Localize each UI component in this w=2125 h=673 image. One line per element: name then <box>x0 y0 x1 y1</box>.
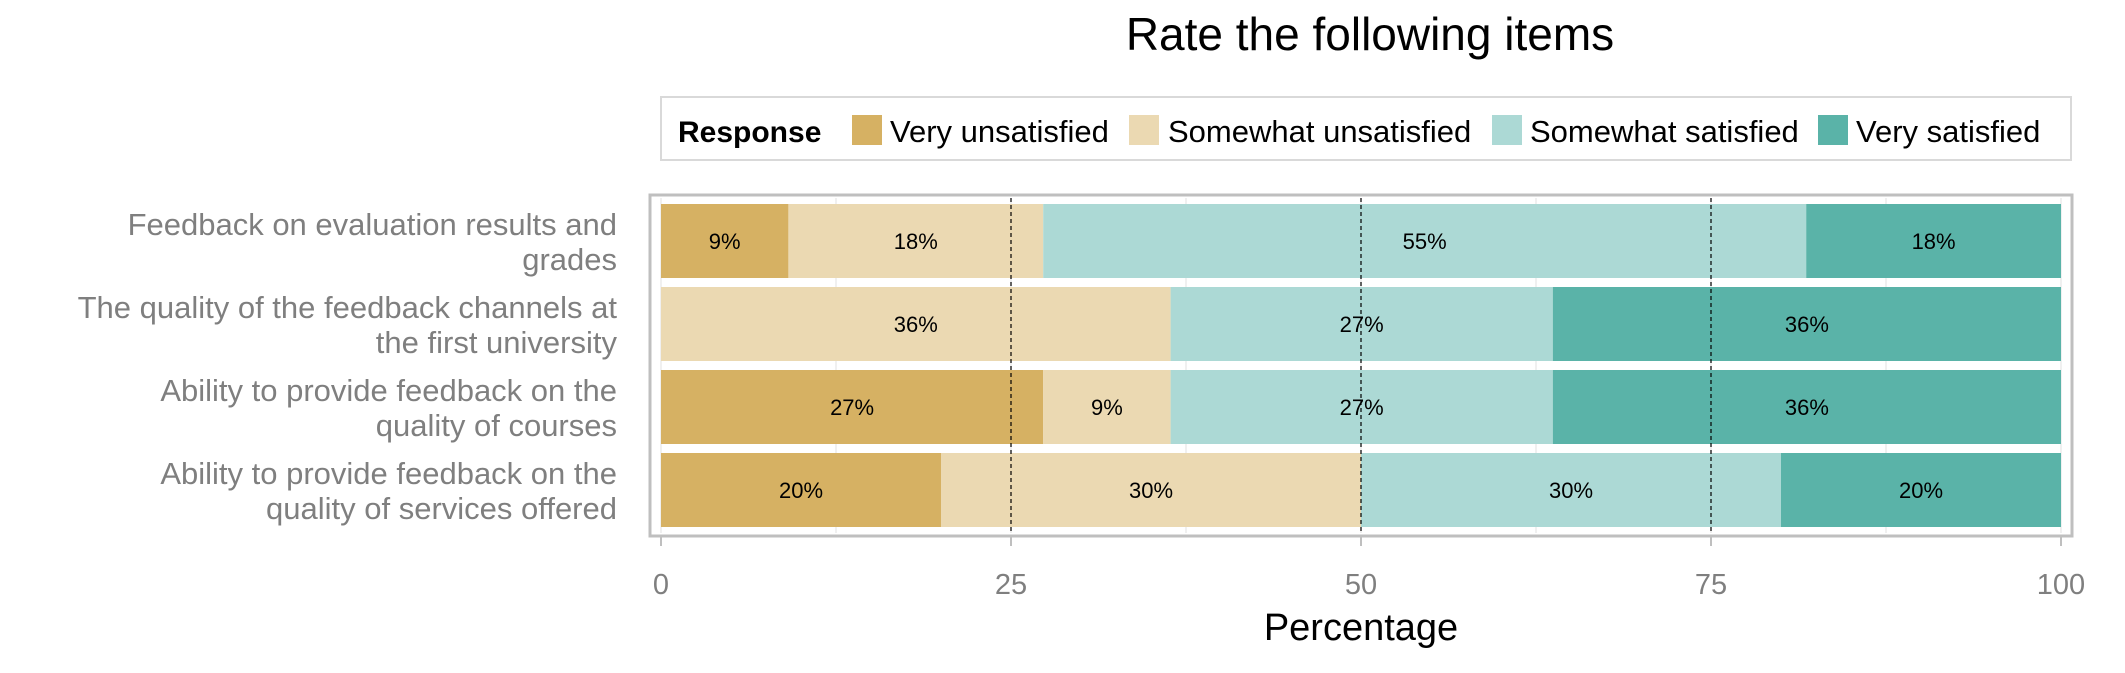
bar-segment-somewhat-unsatisfied <box>661 287 1171 361</box>
data-label: 27% <box>830 395 874 420</box>
chart-title: Rate the following items <box>1126 8 1614 60</box>
x-axis-title: Percentage <box>1264 607 1458 649</box>
bar-segment-very-unsatisfied <box>661 370 1044 444</box>
category-label: quality of courses <box>376 408 617 443</box>
x-tick-label: 100 <box>2037 569 2085 601</box>
bar-segment-very-satisfied <box>1806 204 2061 278</box>
data-label: 18% <box>894 229 938 254</box>
bar-segment-somewhat-unsatisfied <box>788 204 1044 278</box>
x-tick-label: 50 <box>1345 569 1377 601</box>
plot-area: 9% 18% 55% 18% Feedback on evaluation result… <box>78 193 2085 601</box>
bar-segment-very-satisfied <box>1552 370 2061 444</box>
x-tick-label: 25 <box>995 569 1027 601</box>
legend-swatch-very-unsatisfied <box>852 115 882 145</box>
data-label: 20% <box>779 478 823 503</box>
bar-segment-somewhat-unsatisfied <box>1043 370 1171 444</box>
data-label: 36% <box>1785 395 1829 420</box>
bar-row-1: 9% 18% 55% 18% <box>661 204 2061 278</box>
data-label: 36% <box>894 312 938 337</box>
bar-segment-somewhat-satisfied <box>1170 287 1553 361</box>
legend-item-somewhat-unsatisfied: Somewhat unsatisfied <box>1129 114 1471 149</box>
legend-item-very-unsatisfied: Very unsatisfied <box>852 114 1109 149</box>
bar-segment-very-satisfied <box>1781 453 2061 527</box>
legend-title: Response <box>678 116 821 149</box>
data-label: 36% <box>1785 312 1829 337</box>
data-label: 27% <box>1340 312 1384 337</box>
legend-item-somewhat-satisfied: Somewhat satisfied <box>1492 114 1799 149</box>
data-label: 9% <box>1091 395 1123 420</box>
bar-segment-somewhat-satisfied <box>1043 204 1807 278</box>
category-label: Feedback on evaluation results and <box>128 207 617 242</box>
bar-segment-very-unsatisfied <box>661 204 789 278</box>
x-tick-label: 0 <box>653 569 669 601</box>
category-label: Ability to provide feedback on the <box>160 456 617 491</box>
bar-segment-very-unsatisfied <box>661 453 941 527</box>
bar-row-3: 27% 9% 27% 36% <box>661 370 2061 444</box>
data-label: 9% <box>709 229 741 254</box>
bar-segment-somewhat-satisfied <box>1170 370 1553 444</box>
legend-swatch-somewhat-satisfied <box>1492 115 1522 145</box>
bar-row-2: 36% 27% 36% <box>661 287 2061 361</box>
data-label: 27% <box>1340 395 1384 420</box>
legend-label: Somewhat unsatisfied <box>1168 114 1471 149</box>
bar-segment-very-satisfied <box>1552 287 2061 361</box>
legend: Response Very unsatisfied Somewhat unsati… <box>660 96 2072 161</box>
category-label: grades <box>522 242 617 277</box>
legend-item-very-satisfied: Very satisfied <box>1818 114 2040 149</box>
x-tick-label: 75 <box>1695 569 1727 601</box>
category-label: Ability to provide feedback on the <box>160 373 617 408</box>
category-label: The quality of the feedback channels at <box>78 290 618 325</box>
data-label: 30% <box>1129 478 1173 503</box>
legend-label: Very unsatisfied <box>890 114 1109 149</box>
legend-label: Somewhat satisfied <box>1530 114 1799 149</box>
data-label: 20% <box>1899 478 1943 503</box>
legend-label: Very satisfied <box>1856 114 2040 149</box>
data-label: 18% <box>1912 229 1956 254</box>
category-label: the first university <box>376 325 618 360</box>
legend-swatch-very-satisfied <box>1818 115 1848 145</box>
data-label: 30% <box>1549 478 1593 503</box>
legend-swatch-somewhat-unsatisfied <box>1129 115 1159 145</box>
category-label: quality of services offered <box>266 491 617 526</box>
data-label: 55% <box>1403 229 1447 254</box>
